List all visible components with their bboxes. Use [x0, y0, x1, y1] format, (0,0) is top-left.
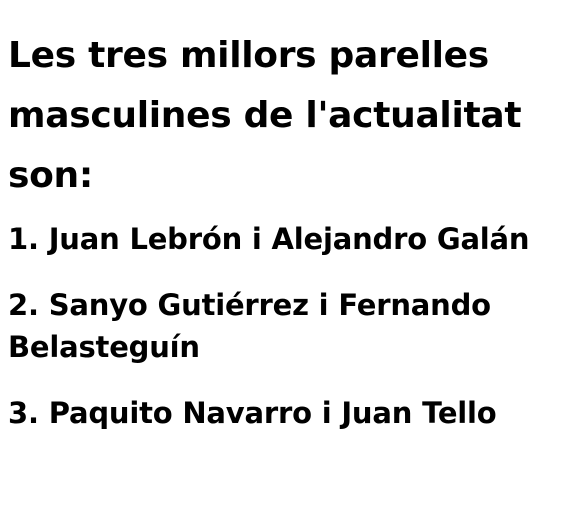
list-item: 3. Paquito Navarro i Juan Tello — [8, 396, 497, 430]
list-item: 2. Sanyo Gutiérrez i Fernando Belasteguí… — [8, 288, 491, 364]
pairs-list: 1. Juan Lebrón i Alejandro Galán 2. Sany… — [8, 218, 578, 434]
list-item: 1. Juan Lebrón i Alejandro Galán — [8, 222, 530, 256]
page-heading: Les tres millors parelles masculines de … — [8, 35, 522, 196]
